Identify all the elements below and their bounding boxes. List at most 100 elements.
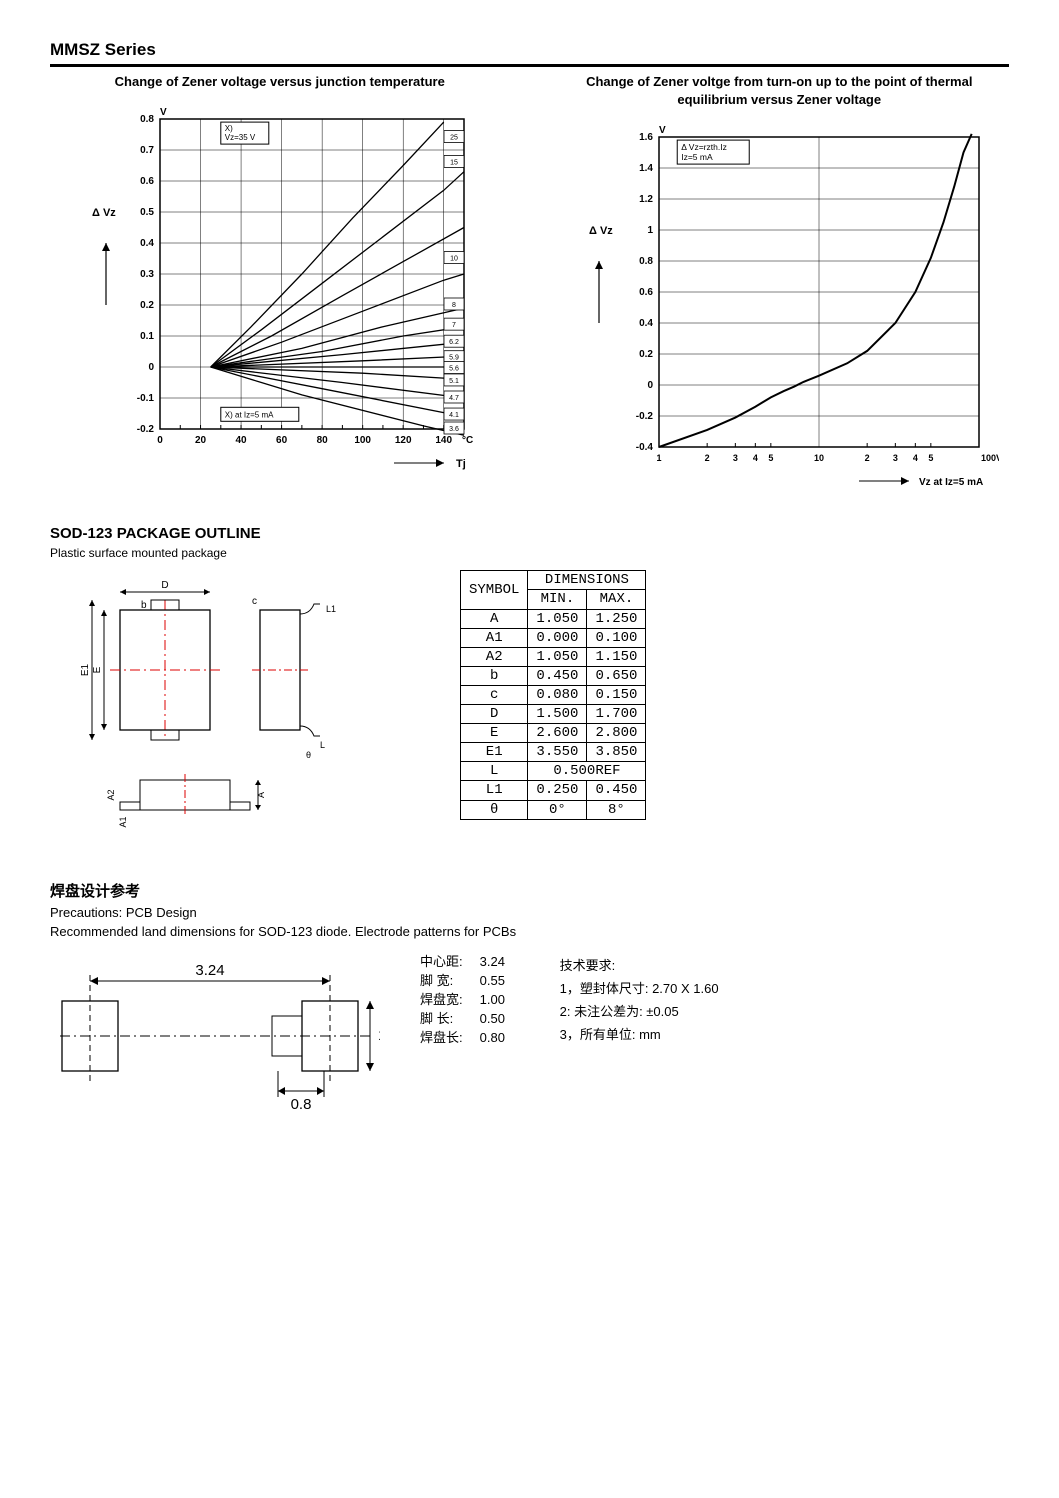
package-row: DbEE1cL1LθAA2A1 SYMBOLDIMENSIONSMIN.MAX.… <box>50 570 1009 850</box>
svg-text:1.6: 1.6 <box>639 132 653 143</box>
chart1-container: Change of Zener voltage versus junction … <box>50 73 510 497</box>
svg-text:1.4: 1.4 <box>639 163 653 174</box>
svg-text:-0.2: -0.2 <box>636 411 654 422</box>
svg-text:5: 5 <box>769 453 774 463</box>
svg-text:0.7: 0.7 <box>140 145 154 156</box>
svg-text:0.4: 0.4 <box>639 318 653 329</box>
svg-text:θ: θ <box>306 750 311 760</box>
svg-text:Iz=5 mA: Iz=5 mA <box>681 152 713 162</box>
svg-text:1.0: 1.0 <box>378 1027 380 1044</box>
tech-line-1: 2: 未注公差为: ±0.05 <box>560 1001 719 1020</box>
svg-text:8: 8 <box>452 302 456 309</box>
pcb-row: 3.24 1.0 0.8 中心距: 3.24 脚 宽: 0.55 焊盘宽: 1.00… <box>50 951 1009 1121</box>
pcb-title-cn: 焊盘设计参考 <box>50 880 1009 901</box>
tech-requirements: 技术要求: 1，塑封体尺寸: 2.70 X 1.60 2: 未注公差为: ±0.… <box>560 951 719 1047</box>
svg-text:1: 1 <box>657 453 662 463</box>
svg-text:0.4: 0.4 <box>140 238 154 249</box>
pcb-padw-label: 焊盘宽: <box>420 989 476 1008</box>
charts-row: Change of Zener voltage versus junction … <box>50 73 1009 497</box>
svg-text:40: 40 <box>235 435 247 446</box>
svg-text:1: 1 <box>648 225 654 236</box>
chart1-svg: 020406080100120140-0.2-0.100.10.20.30.40… <box>70 99 490 479</box>
svg-text:4.1: 4.1 <box>449 412 459 419</box>
svg-text:0.8: 0.8 <box>140 114 154 125</box>
svg-text:A: A <box>256 792 266 798</box>
svg-text:20: 20 <box>195 435 207 446</box>
svg-text:Δ Vz=rzth.Iz: Δ Vz=rzth.Iz <box>681 142 727 152</box>
svg-text:E: E <box>92 667 103 674</box>
svg-text:L: L <box>320 740 325 750</box>
pcb-padl-label: 焊盘长: <box>420 1027 476 1046</box>
pcb-dim-list: 中心距: 3.24 脚 宽: 0.55 焊盘宽: 1.00 脚 长: 0.50 … <box>420 951 520 1046</box>
svg-text:10: 10 <box>814 453 824 463</box>
svg-text:0: 0 <box>648 380 654 391</box>
svg-text:100V: 100V <box>981 453 999 463</box>
svg-text:5.9: 5.9 <box>449 355 459 362</box>
svg-text:0: 0 <box>157 435 163 446</box>
svg-text:3: 3 <box>733 453 738 463</box>
pcb-padl-val: 0.80 <box>480 1030 520 1045</box>
svg-text:3: 3 <box>893 453 898 463</box>
svg-text:b: b <box>141 600 147 611</box>
svg-text:X) at Iz=5 mA: X) at Iz=5 mA <box>225 410 274 419</box>
chart2-title: Change of Zener voltge from turn-on up t… <box>550 73 1010 109</box>
svg-text:-0.4: -0.4 <box>636 442 654 453</box>
tech-header: 技术要求: <box>560 955 719 974</box>
svg-text:L1: L1 <box>326 604 336 614</box>
svg-text:-0.1: -0.1 <box>137 393 155 404</box>
package-sub: Plastic surface mounted package <box>50 546 1009 560</box>
svg-text:Δ Vz: Δ Vz <box>92 207 116 219</box>
svg-text:5: 5 <box>929 453 934 463</box>
svg-text:3.6: 3.6 <box>449 426 459 433</box>
svg-text:15: 15 <box>450 160 458 167</box>
svg-text:80: 80 <box>316 435 328 446</box>
svg-text:7: 7 <box>452 322 456 329</box>
svg-text:0.6: 0.6 <box>639 287 653 298</box>
svg-text:5.1: 5.1 <box>449 378 459 385</box>
svg-text:5.6: 5.6 <box>449 366 459 373</box>
svg-text:0: 0 <box>148 362 154 373</box>
svg-text:Tj: Tj <box>456 458 466 470</box>
svg-text:A1: A1 <box>118 817 128 828</box>
svg-text:1.2: 1.2 <box>639 194 653 205</box>
svg-text:°C: °C <box>462 435 473 446</box>
pcb-desc: Recommended land dimensions for SOD-123 … <box>50 924 1009 939</box>
svg-text:4: 4 <box>913 453 918 463</box>
pcb-section: 焊盘设计参考 Precautions: PCB Design Recommend… <box>50 880 1009 1121</box>
svg-text:V: V <box>659 125 666 136</box>
pcb-pinl-label: 脚 长: <box>420 1008 476 1027</box>
chart2-container: Change of Zener voltge from turn-on up t… <box>550 73 1010 497</box>
svg-text:0.8: 0.8 <box>291 1096 312 1113</box>
svg-text:0.6: 0.6 <box>140 176 154 187</box>
svg-text:120: 120 <box>395 435 412 446</box>
svg-text:-0.2: -0.2 <box>137 424 155 435</box>
chart1-title: Change of Zener voltage versus junction … <box>50 73 510 91</box>
svg-text:4: 4 <box>753 453 758 463</box>
tech-line-0: 1，塑封体尺寸: 2.70 X 1.60 <box>560 978 719 997</box>
svg-text:3.24: 3.24 <box>195 962 224 979</box>
svg-text:X): X) <box>225 124 233 133</box>
svg-text:Vz at Iz=5 mA: Vz at Iz=5 mA <box>919 477 983 488</box>
svg-text:0.2: 0.2 <box>639 349 653 360</box>
svg-text:0.3: 0.3 <box>140 269 154 280</box>
svg-text:A2: A2 <box>106 790 116 801</box>
svg-text:c: c <box>252 596 257 607</box>
svg-text:60: 60 <box>276 435 288 446</box>
svg-text:2: 2 <box>705 453 710 463</box>
svg-text:0.1: 0.1 <box>140 331 154 342</box>
svg-text:4.7: 4.7 <box>449 395 459 402</box>
dimension-table: SYMBOLDIMENSIONSMIN.MAX.A1.0501.250A10.0… <box>460 570 646 819</box>
svg-text:Δ Vz: Δ Vz <box>589 225 613 237</box>
svg-text:2: 2 <box>865 453 870 463</box>
svg-text:10: 10 <box>450 256 458 263</box>
pcb-center-label: 中心距: <box>420 951 476 970</box>
svg-text:0.5: 0.5 <box>140 207 154 218</box>
package-heading: SOD-123 PACKAGE OUTLINE <box>50 525 1009 542</box>
svg-text:140: 140 <box>435 435 452 446</box>
svg-text:E1: E1 <box>80 664 91 677</box>
package-drawing: DbEE1cL1LθAA2A1 <box>50 570 410 850</box>
svg-text:V: V <box>160 107 167 118</box>
svg-text:0.8: 0.8 <box>639 256 653 267</box>
svg-text:100: 100 <box>354 435 371 446</box>
svg-text:Vz=35 V: Vz=35 V <box>225 133 256 142</box>
